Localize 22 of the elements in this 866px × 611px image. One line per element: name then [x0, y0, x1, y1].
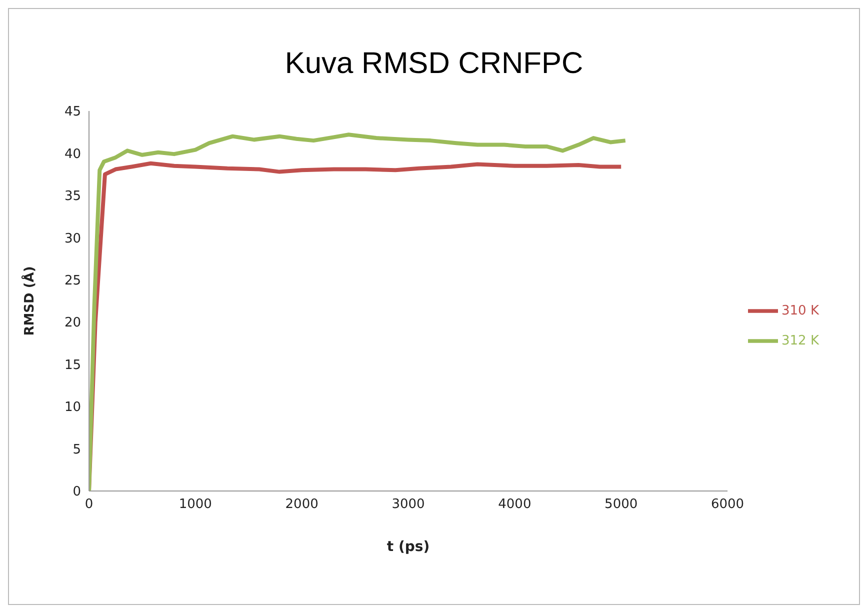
y-tick-label: 25: [64, 274, 81, 289]
x-tick-label: 5000: [604, 497, 638, 512]
legend-label: 312 K: [782, 334, 819, 349]
x-tick-label: 0: [84, 497, 94, 512]
x-tick-label: 4000: [498, 497, 532, 512]
y-tick-label: 5: [72, 442, 81, 458]
y-tick-label: 35: [64, 189, 81, 204]
x-tick-label: 6000: [710, 497, 744, 512]
legend-label: 310 K: [782, 304, 819, 319]
y-tick-label: 45: [64, 104, 81, 120]
x-axis-title: t (ps): [386, 538, 430, 555]
y-tick-label: 10: [64, 400, 81, 416]
y-tick-label: 40: [64, 146, 81, 162]
y-tick-label: 0: [72, 484, 81, 500]
chart-title: Kuva RMSD CRNFPC: [284, 47, 584, 82]
y-tick-label: 30: [64, 231, 81, 246]
x-tick-label: 1000: [178, 497, 212, 512]
y-tick-label: 15: [64, 358, 81, 373]
y-tick-label: 20: [64, 316, 81, 331]
x-tick-label: 2000: [285, 497, 318, 512]
x-tick-label: 3000: [392, 497, 425, 512]
y-axis-title: RMSD (Å): [20, 266, 38, 336]
